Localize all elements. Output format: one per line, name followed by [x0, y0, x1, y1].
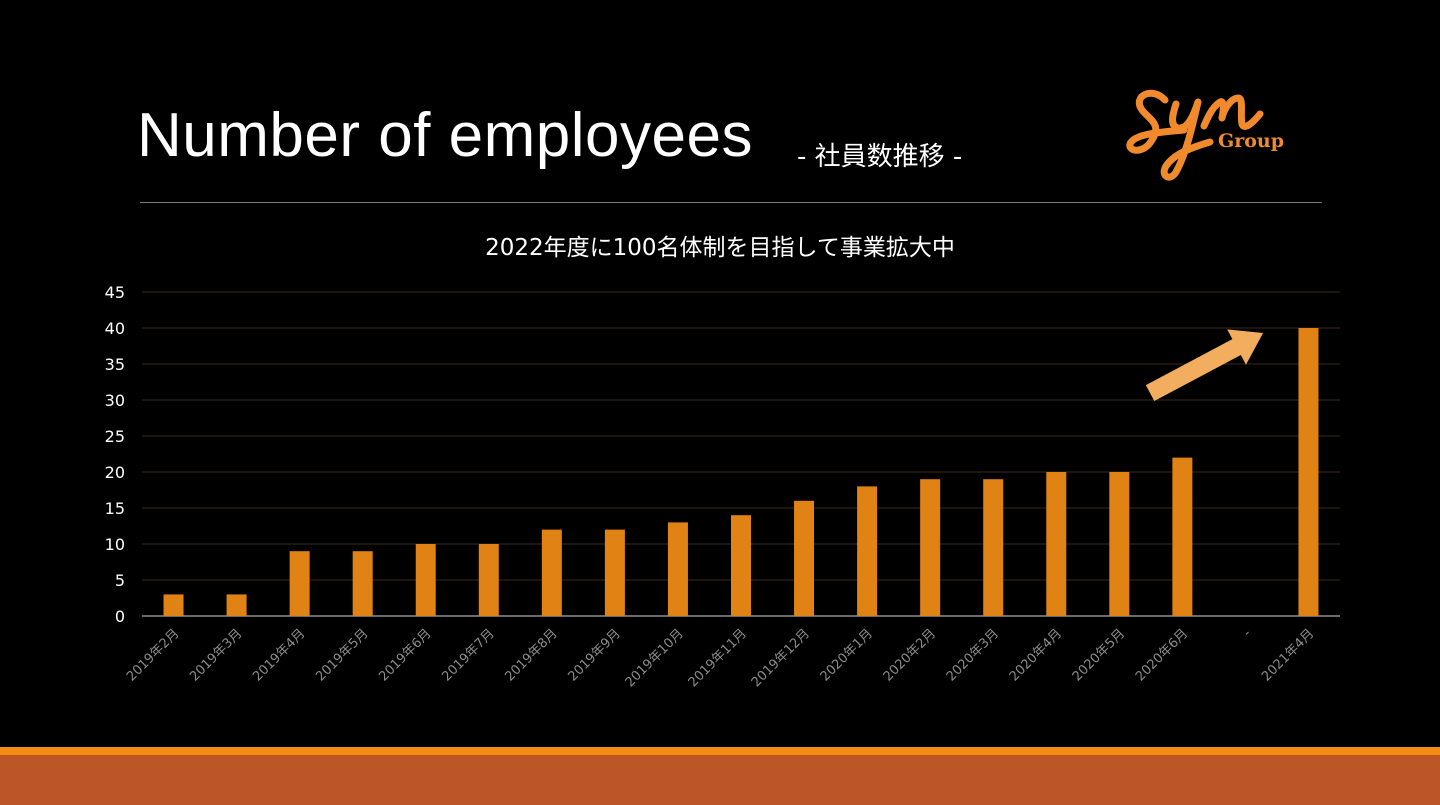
bar [731, 515, 751, 616]
x-tick-label: 2019年10月 [623, 626, 687, 690]
bar [1172, 457, 1193, 616]
bar [920, 479, 941, 616]
chart-title: 2022年度に100名体制を目指して事業拡大中 [485, 235, 955, 261]
slide-title: Number of employees [137, 101, 753, 170]
syn-group-logo: Group [1120, 68, 1310, 188]
x-tick-label: 2020年3月 [944, 626, 1002, 684]
x-tick-label: 2019年7月 [439, 626, 497, 684]
bar [289, 551, 310, 616]
x-tick-label: 2019年6月 [376, 626, 434, 684]
x-tick-label: - [1240, 626, 1254, 640]
y-tick-label: 5 [115, 571, 125, 590]
growth-arrow [1145, 329, 1264, 402]
footer-accent-line [0, 747, 1440, 755]
slide-subtitle: - 社員数推移 - [797, 142, 963, 172]
x-tick-label: 2019年11月 [686, 626, 750, 690]
bar [604, 529, 625, 616]
x-tick-label: 2019年3月 [187, 626, 245, 684]
x-tick-label: 2019年5月 [313, 626, 371, 684]
x-tick-label: 2020年2月 [881, 626, 939, 684]
y-tick-label: 10 [105, 535, 125, 554]
y-tick-label: 20 [105, 463, 125, 482]
bar [541, 529, 562, 616]
logo-group-text: Group [1218, 130, 1285, 152]
x-tick-label: 2020年1月 [818, 626, 876, 684]
bar [1109, 472, 1130, 616]
bar [857, 486, 878, 616]
bar [1046, 472, 1067, 616]
x-tick-label: 2020年6月 [1133, 626, 1191, 684]
bar [163, 594, 184, 616]
y-tick-label: 45 [105, 283, 125, 302]
y-tick-label: 30 [105, 391, 125, 410]
bar [352, 551, 373, 616]
x-tick-label: 2019年9月 [565, 626, 623, 684]
x-tick-label: 2020年5月 [1070, 626, 1128, 684]
y-tick-label: 15 [105, 499, 125, 518]
y-tick-label: 0 [115, 607, 125, 626]
bar [478, 544, 499, 616]
syn-script-logo [1126, 89, 1264, 181]
x-tick-label: 2019年12月 [749, 626, 813, 690]
x-tick-label: 2021年4月 [1259, 626, 1317, 684]
bar [226, 594, 247, 616]
bar [1298, 328, 1319, 616]
x-tick-label: 2019年8月 [502, 626, 560, 684]
bar [794, 500, 815, 616]
title-divider [140, 202, 1322, 203]
y-tick-label: 35 [105, 355, 125, 374]
bar [667, 522, 688, 616]
x-tick-label: 2020年4月 [1007, 626, 1065, 684]
y-tick-label: 40 [105, 319, 125, 338]
x-tick-label: 2019年4月 [250, 626, 308, 684]
bar [983, 479, 1004, 616]
y-tick-label: 25 [105, 427, 125, 446]
x-tick-label: 2019年2月 [124, 626, 182, 684]
bar [415, 544, 436, 616]
footer-band [0, 755, 1440, 805]
